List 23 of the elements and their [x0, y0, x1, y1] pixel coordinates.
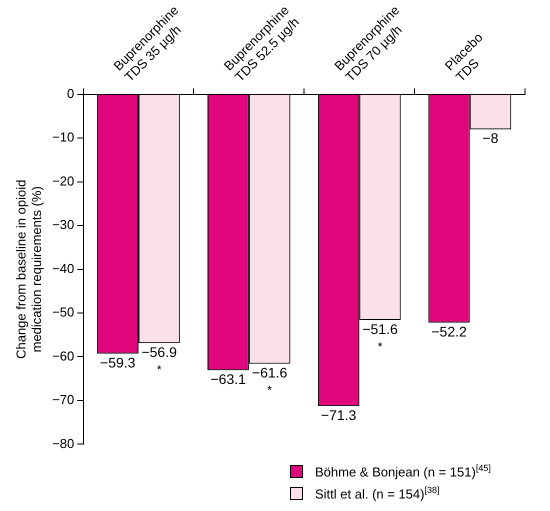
y-tick-label: −10 — [52, 130, 74, 145]
y-tick-label: −70 — [52, 392, 74, 408]
y-tick-label: −30 — [52, 217, 74, 232]
legend-label: Sittl et al. (n = 154)$^{[38]}$ — [315, 484, 440, 502]
y-tick-label: −80 — [52, 436, 74, 451]
legend-label: Böhme & Bonjean (n = 151)$^{[45]}$ — [315, 462, 491, 480]
y-tick-label: −20 — [52, 173, 74, 188]
annotation: * — [156, 362, 162, 376]
y-tick-label: −50 — [52, 304, 74, 320]
annotation: * — [378, 339, 383, 354]
data-label: −51.6 — [362, 320, 398, 337]
y-axis-title: Change from baseline in opioid medication requirements (%) — [13, 180, 44, 359]
data-label: −56.9 — [141, 344, 178, 360]
data-label: −63.1 — [210, 371, 246, 388]
data-label: −52.2 — [431, 323, 467, 340]
y-tick-label: −60 — [52, 348, 74, 364]
data-label: −71.3 — [320, 407, 357, 424]
data-label: −61.6 — [252, 364, 288, 381]
data-label: −59.3 — [100, 354, 136, 371]
y-tick-label: −40 — [52, 260, 74, 276]
y-tick-label: 0 — [67, 86, 74, 101]
annotation: * — [267, 383, 272, 398]
data-label: −8 — [482, 130, 499, 146]
